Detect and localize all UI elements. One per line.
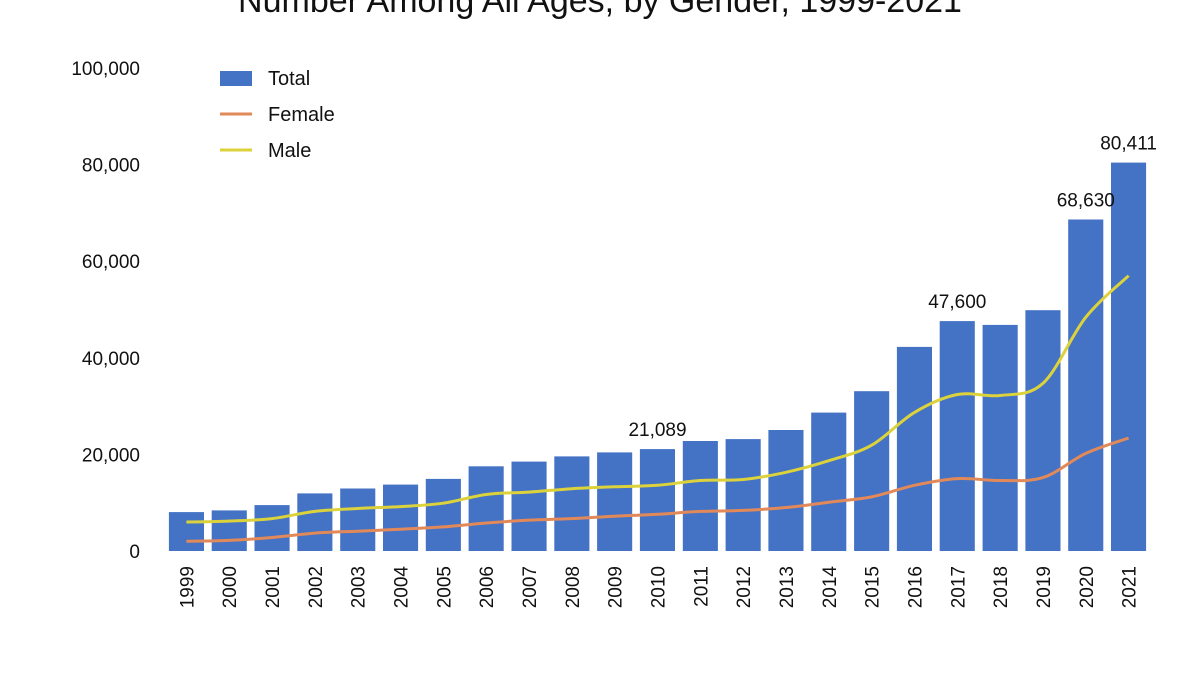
x-tick-label: 2002 bbox=[306, 566, 327, 608]
y-tick-label: 40,000 bbox=[82, 349, 140, 370]
x-tick-label: 2000 bbox=[220, 566, 241, 608]
legend-label-total: Total bbox=[268, 68, 310, 90]
bar-2004 bbox=[383, 484, 419, 551]
bar-1999 bbox=[168, 512, 204, 551]
bar-2008 bbox=[554, 456, 590, 551]
bar-2018 bbox=[982, 324, 1018, 551]
y-tick-label: 100,000 bbox=[71, 59, 140, 80]
bar-2015 bbox=[854, 391, 890, 551]
data-labels: 21,089 47,600 68,630 80,411 bbox=[628, 134, 1157, 442]
legend: Total Female Male bbox=[220, 68, 335, 162]
legend-label-male: Male bbox=[268, 140, 311, 162]
chart-title: Number Among All Ages, by Gender, 1999-2… bbox=[238, 0, 962, 20]
x-tick-label: 2010 bbox=[649, 566, 670, 608]
bar-2000 bbox=[211, 510, 247, 551]
bar-2007 bbox=[511, 461, 547, 551]
bar-2009 bbox=[597, 452, 633, 551]
x-tick-label: 2020 bbox=[1077, 566, 1098, 608]
x-tick-label: 2012 bbox=[734, 566, 755, 608]
x-tick-label: 2014 bbox=[820, 566, 841, 609]
legend-label-female: Female bbox=[268, 104, 335, 126]
x-tick-label: 2005 bbox=[434, 566, 455, 608]
x-tick-label: 2003 bbox=[349, 566, 370, 608]
x-tick-label: 2004 bbox=[392, 566, 413, 609]
y-tick-label: 80,000 bbox=[82, 156, 140, 177]
bar-2019 bbox=[1025, 310, 1061, 551]
bar-2012 bbox=[725, 439, 761, 551]
y-tick-label: 0 bbox=[129, 542, 140, 563]
line-female bbox=[186, 436, 1130, 543]
bar-series-total bbox=[168, 162, 1147, 551]
bar-2002 bbox=[297, 493, 333, 551]
x-tick-label: 2013 bbox=[777, 566, 798, 608]
x-tick-label: 2006 bbox=[477, 566, 498, 608]
x-tick-label: 2018 bbox=[991, 566, 1012, 608]
data-label-2010: 21,089 bbox=[628, 420, 686, 441]
x-tick-label: 2017 bbox=[948, 566, 969, 608]
x-tick-label: 2008 bbox=[563, 566, 584, 608]
y-tick-label: 60,000 bbox=[82, 252, 140, 273]
x-tick-label: 1999 bbox=[177, 566, 198, 608]
x-tick-label: 2019 bbox=[1034, 566, 1055, 608]
line-series-group bbox=[186, 274, 1130, 543]
bar-2016 bbox=[896, 346, 932, 551]
bar-2003 bbox=[340, 488, 376, 551]
data-label-2020: 68,630 bbox=[1057, 191, 1115, 212]
bar-2010 bbox=[639, 449, 675, 551]
x-tick-label: 2009 bbox=[606, 566, 627, 608]
bar-2011 bbox=[682, 441, 718, 551]
bar-2017 bbox=[939, 321, 975, 551]
x-tick-label: 2011 bbox=[691, 566, 712, 607]
line-male bbox=[186, 274, 1130, 524]
data-label-2017: 47,600 bbox=[928, 292, 986, 313]
x-tick-label: 2021 bbox=[1120, 566, 1141, 608]
y-tick-label: 20,000 bbox=[82, 445, 140, 466]
bar-2021 bbox=[1111, 162, 1147, 551]
bar-2020 bbox=[1068, 219, 1104, 551]
x-tick-label: 2015 bbox=[863, 566, 884, 608]
bar-2001 bbox=[254, 505, 290, 551]
bar-2005 bbox=[425, 478, 461, 551]
bar-2014 bbox=[811, 412, 847, 551]
x-tick-label: 2016 bbox=[906, 566, 927, 608]
x-tick-label: 2001 bbox=[263, 566, 284, 608]
y-axis-ticks: 0 20,000 40,000 60,000 80,000 100,000 bbox=[71, 59, 140, 563]
data-label-2021: 80,411 bbox=[1100, 134, 1157, 155]
x-tick-label: 2007 bbox=[520, 566, 541, 608]
bar-2013 bbox=[768, 430, 804, 551]
bar-2006 bbox=[468, 466, 504, 551]
legend-swatch-total bbox=[220, 71, 252, 86]
x-axis-ticks: 1999 2000 2001 2002 2003 2004 2005 2006 2007 2008… bbox=[177, 566, 1140, 609]
